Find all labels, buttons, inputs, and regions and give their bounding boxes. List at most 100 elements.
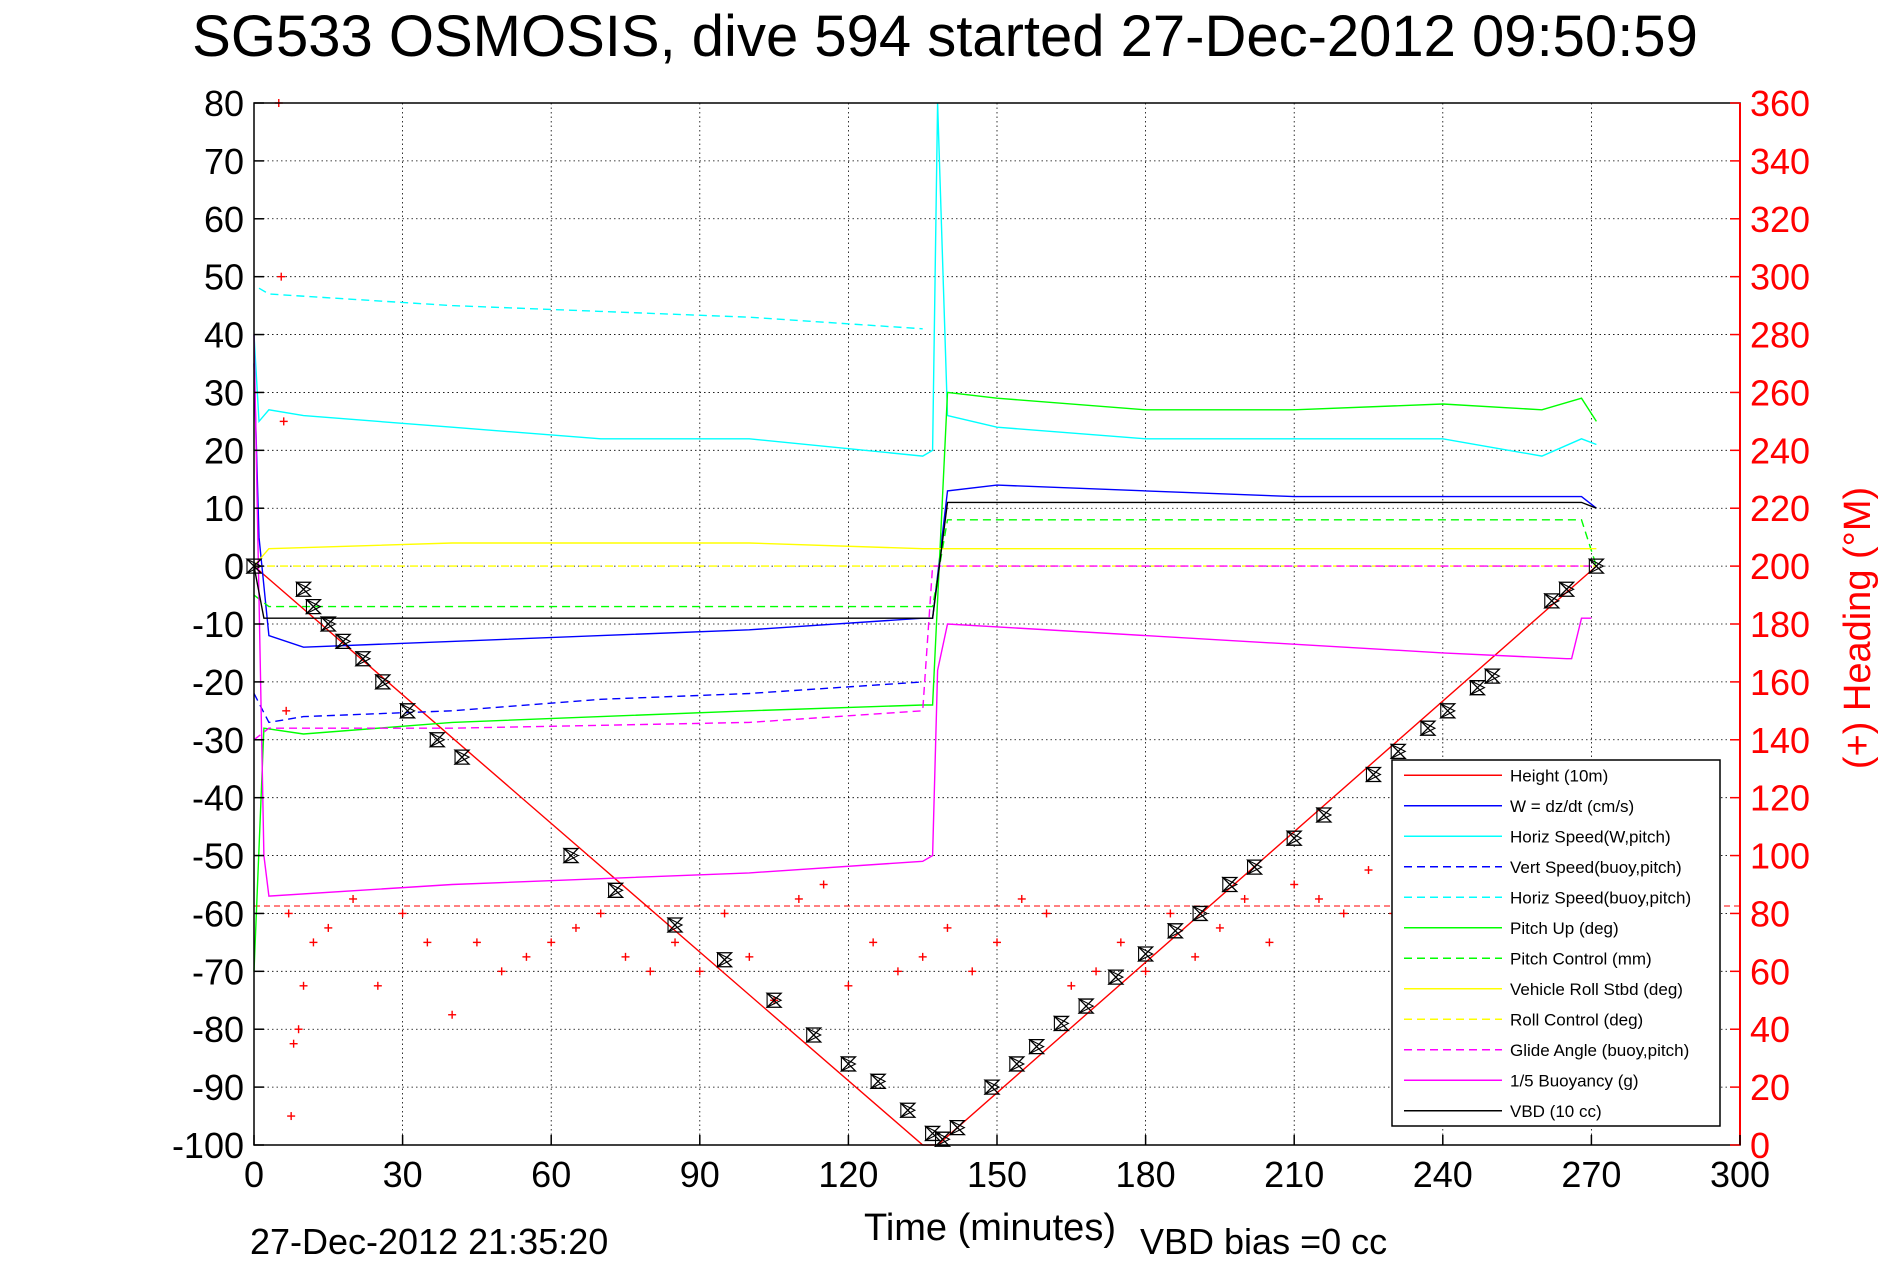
heading-point <box>844 981 853 990</box>
legend-entry: W = dz/dt (cm/s) <box>1404 797 1634 816</box>
legend: Height (10m) W = dz/dt (cm/s) Horiz Speed(… <box>1391 759 1721 1127</box>
y-right-tick-label: 180 <box>1750 604 1810 645</box>
y-tick-label: -40 <box>192 778 244 819</box>
x-axis: 0 30 60 90 120 150 180 210 240 270 300 <box>244 1135 1770 1195</box>
y-tick-label: -90 <box>192 1067 244 1108</box>
legend-label: Roll Control (deg) <box>1510 1010 1643 1029</box>
y-tick-label: 70 <box>204 141 244 182</box>
right-axis: 3603403203002802602402202001801601401201… <box>1730 83 1810 1166</box>
height-marker <box>1468 679 1487 696</box>
heading-point <box>287 1112 296 1121</box>
series-line-9 <box>253 565 1597 741</box>
height-marker <box>1558 581 1576 598</box>
y-tick-label: 0 <box>224 546 244 587</box>
heading-point <box>547 938 556 947</box>
x-axis-label: Time (minutes) <box>864 1207 1116 1249</box>
legend-entry: VBD (10 cc) <box>1404 1102 1602 1121</box>
height-marker <box>1364 766 1383 783</box>
height-marker <box>453 749 471 766</box>
y-right-tick-label: 20 <box>1750 1067 1790 1108</box>
legend-entry: Horiz Speed(W,pitch) <box>1404 827 1671 846</box>
legend-label: Horiz Speed(buoy,pitch) <box>1510 888 1691 907</box>
y-right-tick-label: 220 <box>1750 488 1810 529</box>
y-right-tick-label: 260 <box>1750 372 1810 413</box>
y-tick-label: -70 <box>192 951 244 992</box>
heading-point <box>1191 952 1200 961</box>
y-right-tick-label: 340 <box>1750 141 1810 182</box>
legend-label: Glide Angle (buoy,pitch) <box>1510 1041 1689 1060</box>
heading-point <box>893 967 902 976</box>
series-line-2 <box>253 102 1597 457</box>
height-marker <box>319 616 337 632</box>
heading-point <box>1339 909 1348 918</box>
height-marker <box>1191 905 1209 922</box>
legend-label: W = dz/dt (cm/s) <box>1510 797 1634 816</box>
height-marker <box>374 673 392 690</box>
y-tick-label: -30 <box>192 720 244 761</box>
x-tick-label: 30 <box>383 1154 423 1195</box>
height-marker <box>983 1079 1001 1095</box>
height-marker <box>1587 558 1605 575</box>
y-right-tick-label: 320 <box>1750 199 1810 240</box>
heading-point <box>1042 909 1051 918</box>
footer-vbd-bias: VBD bias =0 cc <box>1140 1221 1387 1262</box>
height-marker <box>1389 743 1407 760</box>
height-marker <box>1008 1056 1026 1072</box>
heading-point <box>349 894 358 903</box>
series-line-6 <box>253 519 1598 608</box>
legend-entry: Vehicle Roll Stbd (deg) <box>1404 980 1683 999</box>
y-right-tick-label: 80 <box>1750 893 1790 934</box>
height-marker <box>607 882 625 899</box>
x-tick-label: 0 <box>244 1154 264 1195</box>
legend-label: Vehicle Roll Stbd (deg) <box>1510 980 1683 999</box>
heading-point <box>794 894 803 903</box>
height-marker <box>354 650 372 667</box>
height-marker <box>1052 1015 1070 1032</box>
y-right-tick-label: 160 <box>1750 662 1810 703</box>
y-right-tick-label: 140 <box>1750 720 1810 761</box>
y-tick-label: -20 <box>192 662 244 703</box>
height-marker <box>948 1119 966 1136</box>
y-right-tick-label: 360 <box>1750 83 1810 124</box>
series-line-3 <box>253 681 923 724</box>
x-tick-label: 60 <box>531 1154 571 1195</box>
heading-point <box>1092 967 1101 976</box>
heading-point <box>671 938 680 947</box>
legend-entry: Pitch Up (deg) <box>1404 919 1619 938</box>
chart-title: SG533 OSMOSIS, dive 594 started 27-Dec-2… <box>192 4 1698 69</box>
height-marker <box>1166 922 1184 939</box>
y-tick-label: 20 <box>204 430 244 471</box>
heading-point <box>309 938 318 947</box>
y-right-tick-label: 100 <box>1750 836 1810 877</box>
y-tick-label: 60 <box>204 199 244 240</box>
height-marker <box>666 917 684 933</box>
height-marker <box>805 1027 823 1043</box>
heading-point <box>1116 938 1125 947</box>
y-right-tick-label: 200 <box>1750 546 1810 587</box>
y-right-tick-label: 40 <box>1750 1009 1790 1050</box>
y-right-tick-label: 0 <box>1750 1125 1770 1166</box>
legend-box <box>1391 759 1721 1127</box>
heading-point <box>1364 866 1373 875</box>
heading-point <box>695 967 704 976</box>
height-marker <box>765 992 783 1009</box>
legend-label: VBD (10 cc) <box>1510 1102 1602 1121</box>
y-right-tick-label: 280 <box>1750 315 1810 356</box>
legend-label: Pitch Up (deg) <box>1510 919 1619 938</box>
legend-label: Horiz Speed(W,pitch) <box>1510 827 1671 846</box>
heading-point <box>522 952 531 961</box>
y-tick-label: 30 <box>204 372 244 413</box>
heading-point <box>448 1010 457 1019</box>
height-marker <box>334 633 352 650</box>
height-marker <box>398 702 417 719</box>
heading-point <box>1141 967 1150 976</box>
height-marker <box>1285 830 1303 847</box>
heading-point <box>993 938 1001 947</box>
y-tick-label: -60 <box>192 893 244 934</box>
heading-point <box>324 923 333 932</box>
heading-point <box>1240 894 1249 903</box>
x-tick-label: 300 <box>1710 1154 1770 1195</box>
heading-point <box>1265 938 1274 947</box>
series-line-11 <box>253 501 1597 619</box>
